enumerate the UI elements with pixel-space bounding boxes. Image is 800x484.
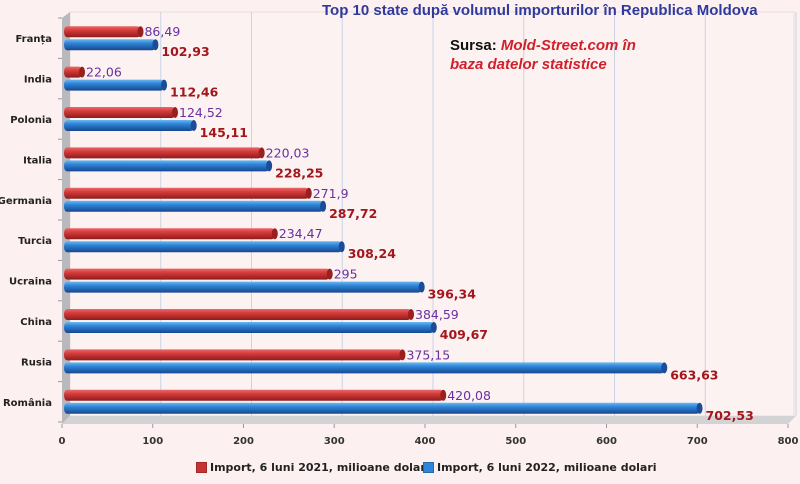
bar-2022: [64, 362, 665, 374]
data-labels: 86,49 102,93 22,06 112,46 124,52 145,11 220,03…: [86, 24, 754, 423]
category-label: Polonia: [10, 115, 52, 126]
category-label: Germania: [0, 196, 52, 207]
bar-cap: [271, 228, 278, 240]
category-labels: Franța India Polonia Italia Germania Turcia Uc…: [0, 34, 52, 409]
bar-2021: [64, 268, 330, 280]
bar-cap: [399, 349, 406, 361]
bar-cap: [661, 362, 668, 374]
data-label-2022: 112,46: [170, 85, 219, 100]
bar-cap: [430, 322, 437, 333]
category-label: Franța: [15, 34, 52, 45]
bar-2022: [64, 39, 156, 51]
x-tick-label: 300: [324, 436, 345, 447]
data-label-2022: 663,63: [670, 367, 718, 382]
x-axis-ticks: 0 100 200 300 400 500 600 700 800: [58, 17, 799, 447]
data-label-2021: 220,03: [266, 145, 310, 160]
legend-swatch-2021: [196, 462, 207, 473]
data-label-2021: 86,49: [144, 24, 180, 39]
category-label: România: [3, 397, 52, 409]
bar-2022: [64, 120, 194, 131]
gridlines: [160, 12, 797, 416]
x-tick-label: 500: [505, 436, 526, 447]
bar-cap: [79, 66, 86, 78]
data-label-2021: 22,06: [86, 65, 122, 80]
bar-cap: [305, 187, 312, 199]
bar-cap: [190, 120, 197, 131]
bar-2022: [64, 402, 700, 414]
plot-back-wall: [69, 11, 795, 417]
bar-2021: [64, 187, 309, 199]
data-label-2022: 228,25: [275, 165, 323, 180]
bar-2021: [64, 147, 262, 159]
bar-cap: [161, 79, 168, 91]
data-label-2021: 271,9: [313, 186, 349, 201]
legend-item-2021: Import, 6 luni 2021, milioane dolari: [196, 461, 430, 474]
bar-cap: [172, 107, 179, 118]
data-label-2022: 287,72: [329, 206, 377, 221]
bar-2021: [64, 309, 412, 320]
legend-item-2022: Import, 6 luni 2022, milioane dolari: [423, 461, 657, 474]
bar-cap: [440, 389, 447, 401]
bar-2022: [64, 200, 324, 212]
legend-swatch-2022: [423, 462, 434, 473]
bar-2022: [64, 322, 434, 333]
x-tick-label: 400: [415, 436, 436, 447]
data-label-2021: 375,15: [406, 347, 450, 362]
bar-2021: [64, 228, 275, 240]
category-label: Turcia: [18, 236, 52, 247]
data-label-2021: 384,59: [415, 307, 459, 322]
bar-2022: [64, 160, 270, 172]
bar-2021: [64, 66, 83, 78]
data-label-2022: 145,11: [200, 125, 248, 140]
bar-cap: [152, 39, 159, 51]
data-label-2021: 295: [334, 267, 358, 282]
x-tick-label: 200: [233, 436, 254, 447]
source-text-line2: baza datelor statistice: [450, 56, 607, 73]
bar-2022: [64, 281, 422, 293]
bar-2022: [64, 79, 165, 91]
bar-cap: [408, 309, 415, 320]
bar-cap: [696, 402, 703, 414]
bar-2021: [64, 107, 176, 118]
data-label-2021: 124,52: [179, 105, 223, 120]
data-label-2021: 420,08: [447, 388, 491, 403]
bar-2021: [64, 26, 141, 38]
legend-label-2021: Import, 6 luni 2021, milioane dolari: [210, 461, 430, 474]
data-label-2022: 409,67: [440, 327, 488, 342]
category-label: Ucraina: [9, 277, 52, 288]
category-label: India: [24, 75, 52, 86]
bar-2021: [64, 349, 403, 361]
bar-cap: [418, 281, 425, 293]
bar-cap: [258, 147, 265, 159]
plot-floor: [62, 416, 796, 424]
category-label: China: [20, 317, 52, 328]
data-label-2022: 102,93: [161, 44, 209, 59]
bar-cap: [338, 241, 345, 253]
bar-cap: [326, 268, 333, 280]
source-text-line1: Mold-Street.com în: [500, 37, 636, 54]
category-label: Italia: [23, 155, 52, 166]
x-tick-label: 800: [778, 436, 799, 447]
data-label-2022: 702,53: [706, 408, 754, 423]
data-label-2022: 396,34: [428, 287, 477, 302]
source-label: Sursa:: [450, 37, 497, 54]
x-tick-label: 0: [59, 436, 66, 447]
data-label-2022: 308,24: [348, 246, 397, 261]
data-label-2021: 234,47: [279, 226, 323, 241]
x-tick-label: 700: [687, 436, 708, 447]
chart-title: Top 10 state după volumul importurilor î…: [322, 2, 758, 19]
bar-cap: [266, 160, 273, 172]
source-note: Sursa: Mold-Street.com în baza datelor s…: [450, 36, 636, 74]
bar-cap: [137, 26, 144, 38]
bar-2021: [64, 389, 444, 401]
x-tick-label: 100: [142, 436, 163, 447]
x-tick-label: 600: [596, 436, 617, 447]
legend-label-2022: Import, 6 luni 2022, milioane dolari: [437, 461, 657, 474]
bar-2022: [64, 241, 342, 253]
bar-cap: [320, 200, 327, 212]
category-label: Rusia: [21, 357, 52, 368]
bars: [64, 26, 703, 414]
